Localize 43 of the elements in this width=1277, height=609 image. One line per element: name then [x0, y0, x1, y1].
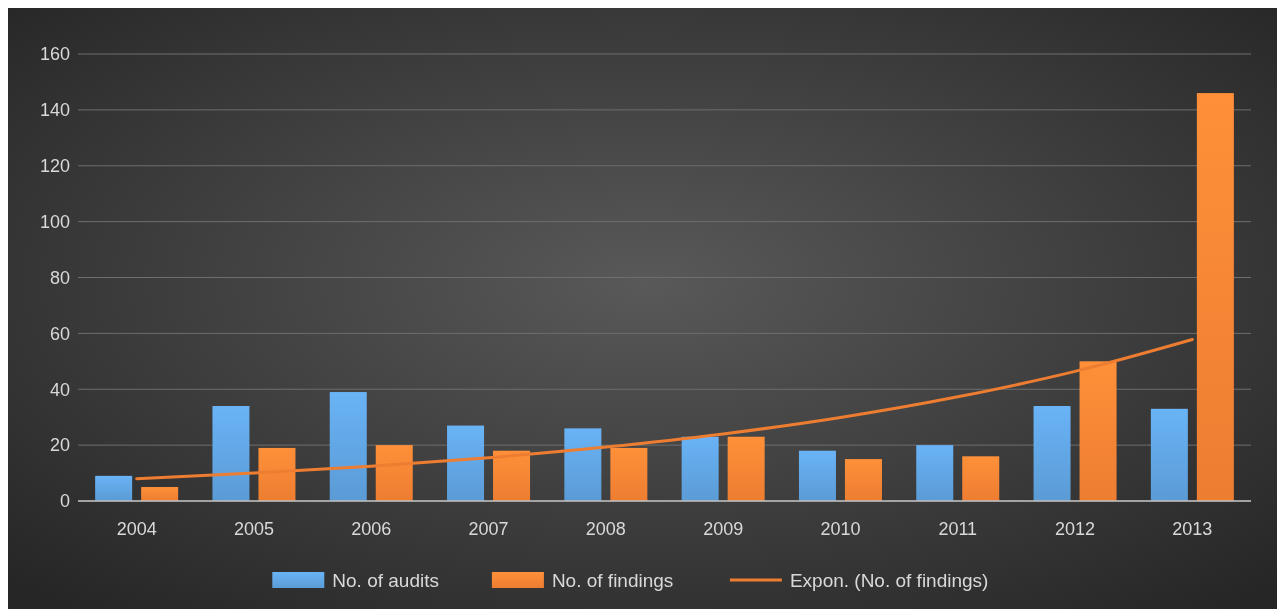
x-tick-label: 2007	[468, 519, 509, 539]
x-tick-label: 2013	[1172, 519, 1213, 539]
bar	[493, 450, 531, 501]
bar	[447, 425, 485, 501]
legend-label: No. of audits	[332, 569, 439, 591]
bar	[610, 447, 648, 501]
x-tick-label: 2010	[820, 519, 861, 539]
bar	[564, 428, 602, 501]
y-tick-label: 120	[39, 156, 70, 177]
bar	[375, 445, 413, 501]
bar	[329, 392, 367, 501]
legend-label: No. of findings	[551, 569, 674, 591]
line-series	[135, 338, 1194, 481]
bar	[962, 456, 1000, 501]
x-tick-label: 2012	[1055, 519, 1096, 539]
bar	[681, 436, 719, 501]
x-tick-label: 2009	[703, 519, 744, 539]
x-tick-label: 2006	[351, 519, 392, 539]
bar	[1196, 93, 1234, 501]
bar	[1079, 361, 1117, 501]
bar	[844, 459, 882, 501]
x-tick-label: 2011	[938, 519, 978, 539]
legend-label: Expon. (No. of findings)	[789, 569, 989, 591]
bar	[798, 450, 836, 501]
y-tick-label: 60	[49, 323, 70, 344]
y-tick-label: 0	[59, 491, 70, 512]
x-tick-label: 2005	[233, 519, 274, 539]
bar	[1033, 406, 1071, 501]
x-tick-label: 2004	[116, 519, 157, 539]
y-tick-label: 40	[49, 379, 70, 400]
y-tick-label: 140	[39, 100, 70, 121]
bar	[95, 475, 133, 501]
x-tick-label: 2008	[585, 519, 626, 539]
bar	[258, 447, 296, 501]
bar	[916, 445, 954, 501]
bar	[212, 406, 250, 501]
bar	[727, 436, 765, 501]
bar	[1150, 408, 1188, 501]
bar	[141, 487, 179, 501]
y-tick-label: 20	[49, 435, 70, 456]
y-tick-label: 80	[49, 267, 70, 288]
y-tick-label: 100	[39, 211, 70, 232]
y-tick-label: 160	[39, 44, 70, 65]
